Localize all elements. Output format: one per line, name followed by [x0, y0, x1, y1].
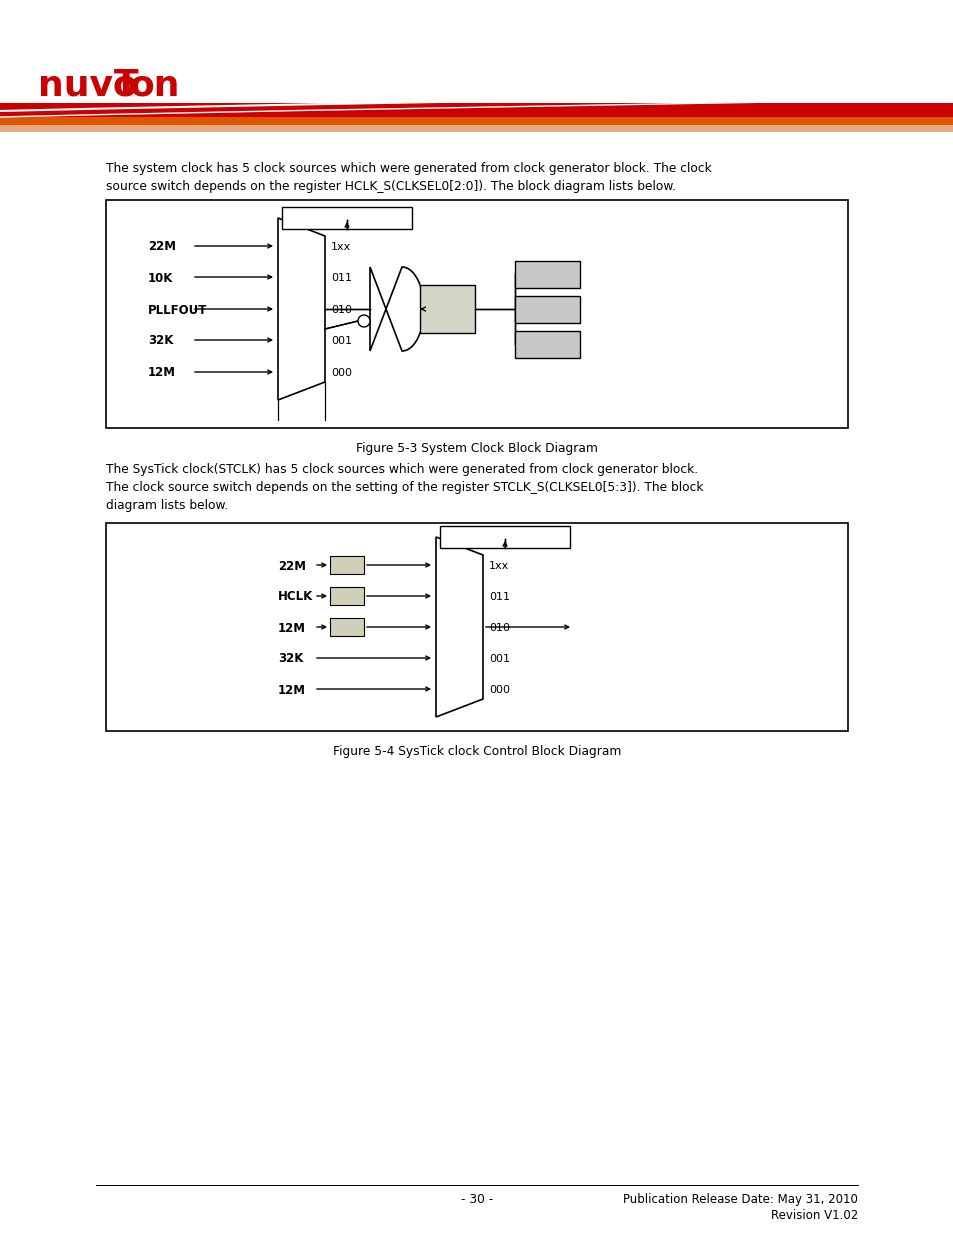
Bar	[515, 331, 579, 358]
Bar	[419, 285, 475, 333]
Text: 000: 000	[489, 685, 510, 695]
Bar	[0, 103, 953, 117]
Text: 011: 011	[331, 273, 352, 283]
Text: diagram lists below.: diagram lists below.	[106, 499, 228, 513]
Text: T: T	[113, 68, 138, 103]
Bar	[282, 207, 412, 228]
Text: 32K: 32K	[277, 652, 303, 666]
Polygon shape	[370, 267, 423, 351]
Text: 12M: 12M	[148, 367, 175, 379]
Text: source switch depends on the register HCLK_S(CLKSEL0[2:0]). The block diagram li: source switch depends on the register HC…	[106, 180, 676, 193]
Text: - 30 -: - 30 -	[460, 1193, 493, 1207]
Bar	[0, 117, 953, 125]
Text: on: on	[130, 68, 180, 103]
Text: 22M: 22M	[148, 241, 175, 253]
Text: nuvo: nuvo	[38, 68, 137, 103]
Text: 010: 010	[331, 305, 352, 315]
Text: 001: 001	[331, 336, 352, 346]
Bar	[0, 125, 953, 132]
Text: 22M: 22M	[277, 559, 306, 573]
Bar	[330, 618, 364, 636]
Bar	[515, 261, 579, 288]
Text: 011: 011	[489, 592, 510, 601]
Bar	[106, 522, 847, 731]
Bar	[330, 587, 364, 605]
Text: Publication Release Date: May 31, 2010: Publication Release Date: May 31, 2010	[622, 1193, 857, 1207]
Text: 12M: 12M	[277, 683, 306, 697]
Text: 010: 010	[489, 622, 510, 634]
Text: 1xx: 1xx	[331, 242, 351, 252]
Bar	[106, 200, 847, 429]
Text: The SysTick clock(STCLK) has 5 clock sources which were generated from clock gen: The SysTick clock(STCLK) has 5 clock sou…	[106, 463, 698, 475]
Text: Revision V1.02: Revision V1.02	[770, 1209, 857, 1221]
Circle shape	[357, 315, 370, 327]
Text: Figure 5-4 SysTick clock Control Block Diagram: Figure 5-4 SysTick clock Control Block D…	[333, 745, 620, 758]
Bar	[439, 526, 569, 548]
Text: 000: 000	[331, 368, 352, 378]
Text: 001: 001	[489, 655, 510, 664]
Text: 1xx: 1xx	[489, 561, 509, 571]
Text: The clock source switch depends on the setting of the register STCLK_S(CLKSEL0[5: The clock source switch depends on the s…	[106, 480, 702, 494]
Text: 32K: 32K	[148, 335, 173, 347]
Text: HCLK: HCLK	[277, 590, 313, 604]
PathPatch shape	[436, 537, 482, 718]
Text: PLLFOUT: PLLFOUT	[148, 304, 207, 316]
Bar	[330, 556, 364, 574]
PathPatch shape	[277, 219, 325, 400]
Text: 12M: 12M	[277, 621, 306, 635]
Text: 10K: 10K	[148, 272, 173, 284]
Text: The system clock has 5 clock sources which were generated from clock generator b: The system clock has 5 clock sources whi…	[106, 162, 711, 175]
Bar	[515, 296, 579, 324]
Text: Figure 5-3 System Clock Block Diagram: Figure 5-3 System Clock Block Diagram	[355, 442, 598, 454]
